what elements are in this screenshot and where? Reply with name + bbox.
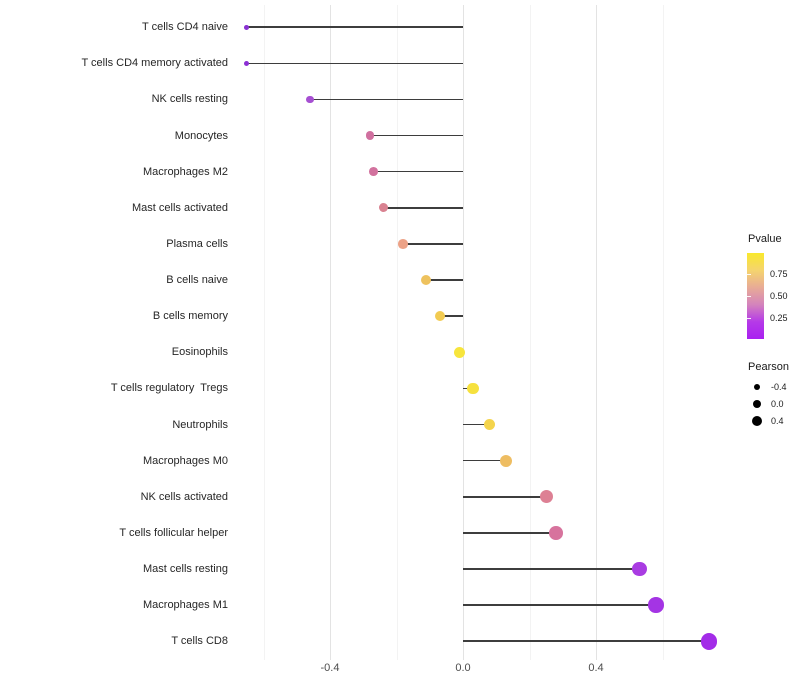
lollipop-stem (463, 568, 640, 570)
gridline (396, 5, 398, 660)
category-label: B cells naive (166, 274, 228, 287)
category-label: Eosinophils (171, 346, 228, 359)
pvalue-tick-label: 0.75 (770, 269, 788, 279)
lollipop-stem (463, 459, 507, 462)
category-label: T cells regulatory Tregs (110, 382, 228, 395)
pearson-tick-label: -0.4 (771, 382, 787, 392)
pearson-tick-label: 0.0 (771, 399, 784, 409)
gridline (463, 5, 464, 660)
pearson-legend-dot (752, 416, 762, 426)
lollipop-dot (244, 60, 250, 66)
lollipop-stem (403, 243, 463, 245)
pearson-legend-title: Pearson (748, 361, 789, 373)
category-label: T cells CD4 memory activated (81, 57, 228, 70)
category-label: Neutrophils (172, 418, 228, 431)
lollipop-stem (426, 279, 463, 281)
lollipop-stem (463, 496, 547, 498)
pearson-legend-dot (753, 383, 761, 391)
lollipop-stem (246, 62, 463, 65)
lollipop-dot (378, 203, 388, 213)
category-label: Mast cells activated (132, 201, 228, 214)
lollipop-stem (439, 315, 463, 317)
gridline (662, 5, 664, 660)
lollipop-dot (539, 490, 553, 504)
lollipop-stem (463, 604, 656, 606)
lollipop-stem (463, 532, 557, 534)
lollipop-dot (648, 597, 664, 613)
category-label: Macrophages M0 (143, 454, 228, 467)
category-label: Monocytes (174, 129, 228, 142)
lollipop-dot (454, 346, 466, 358)
colorbar-tick (747, 274, 751, 275)
category-label: Plasma cells (166, 237, 228, 250)
lollipop-dot (467, 382, 479, 394)
pvalue-tick-label: 0.50 (770, 291, 788, 301)
category-label: NK cells activated (140, 490, 228, 503)
category-label: NK cells resting (151, 93, 228, 106)
pvalue-colorbar (747, 253, 764, 339)
x-tick-label: 0.4 (588, 662, 604, 674)
gridline (529, 5, 531, 660)
lollipop-dot (483, 418, 496, 431)
gridline (263, 5, 265, 660)
lollipop-dot (306, 95, 314, 104)
lollipop-dot (421, 275, 432, 286)
pearson-tick-label: 0.4 (771, 416, 784, 426)
category-label: T cells CD8 (171, 635, 228, 648)
category-label: T cells CD4 naive (142, 21, 228, 34)
x-tick-label: 0.0 (455, 662, 471, 674)
lollipop-stem (463, 423, 490, 426)
pearson-legend-dot (752, 399, 762, 409)
lollipop-stem (373, 170, 463, 173)
category-label: Macrophages M1 (143, 599, 228, 612)
category-label: T cells follicular helper (119, 526, 228, 539)
lollipop-dot (631, 561, 647, 577)
x-tick-label: -0.4 (320, 662, 340, 674)
lollipop-dot (500, 454, 513, 467)
pvalue-tick-label: 0.25 (770, 313, 788, 323)
category-label: Macrophages M2 (143, 165, 228, 178)
pvalue-legend-title: Pvalue (748, 233, 782, 245)
lollipop-dot (368, 167, 378, 177)
lollipop-stem (463, 640, 710, 642)
lollipop-stem (246, 26, 463, 28)
category-label: B cells memory (152, 310, 228, 323)
lollipop-dot (549, 526, 563, 540)
lollipop-stem (369, 134, 463, 137)
gridline (596, 5, 597, 660)
lollipop-dot (365, 131, 375, 140)
lollipop-dot (398, 239, 408, 249)
lollipop-dot (244, 24, 250, 30)
category-label: Mast cells resting (143, 563, 228, 575)
gridline (330, 5, 331, 660)
lollipop-dot (434, 310, 445, 322)
lollipop-stem (383, 207, 463, 209)
colorbar-tick (747, 318, 751, 319)
lollipop-dot (700, 632, 718, 650)
lollipop-stem (310, 98, 463, 101)
colorbar-tick (747, 296, 751, 297)
